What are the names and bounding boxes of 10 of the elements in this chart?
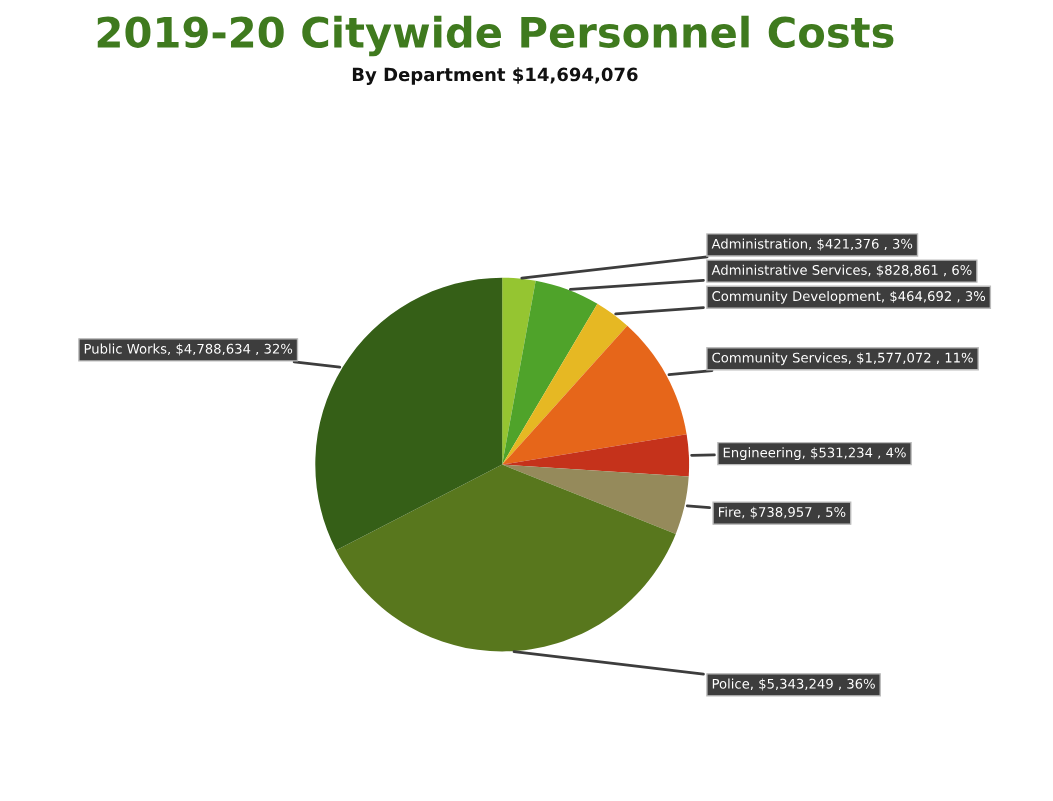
slice-label: Police, $5,343,249 , 36% [712, 678, 875, 691]
slice-label: Administrative Services, $828,861 , 6% [711, 264, 972, 277]
slice-label: Administration, $421,376 , 3% [711, 238, 913, 251]
slice-label: Community Services, $1,577,072 , 11% [712, 352, 973, 366]
slice-label: Public Works, $4,788,634 , 32% [84, 343, 293, 356]
slice-label: Fire, $738,957 , 5% [718, 506, 846, 519]
chart-subtitle: By Department $14,694,076 [352, 67, 638, 85]
chart-title: 2019-20 Citywide Personnel Costs [97, 15, 894, 57]
slice-label: Community Development, $464,692 , 3% [712, 290, 986, 304]
slice-label: Engineering, $531,234 , 4% [723, 447, 906, 461]
